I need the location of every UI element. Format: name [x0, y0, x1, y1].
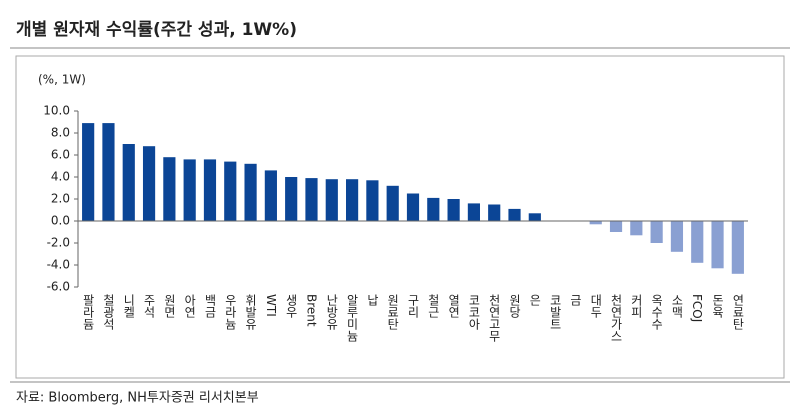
bar — [82, 123, 95, 221]
bar — [224, 161, 237, 221]
x-tick-label: 원면 — [162, 294, 176, 318]
x-tick-label: 원당 — [508, 294, 522, 318]
bar — [183, 159, 196, 221]
x-tick-label: 금 — [568, 294, 582, 306]
y-tick-label: -2.0 — [47, 236, 70, 250]
x-tick-label: FCOJ — [690, 294, 704, 322]
x-tick-label: 천연고무 — [487, 293, 501, 342]
x-tick-label: 백금 — [203, 294, 217, 318]
bar — [650, 221, 663, 243]
x-tick-label: 은 — [528, 294, 542, 306]
x-tick-label: Brent — [304, 294, 318, 327]
bar — [406, 193, 420, 221]
x-tick-label: 철광석 — [101, 294, 115, 330]
bar — [609, 221, 623, 232]
bar — [508, 208, 521, 221]
y-tick-label: -4.0 — [47, 258, 70, 272]
x-tick-label: 옥수수 — [650, 294, 664, 330]
x-tick-label: 돈육 — [711, 294, 725, 318]
x-tick-label: 연료탄 — [731, 294, 745, 330]
x-tick-label: 열연 — [447, 294, 461, 318]
y-tick-label: 4.0 — [51, 170, 70, 184]
unit-label: (%, 1W) — [38, 73, 86, 87]
bar — [264, 170, 277, 221]
chart-frame — [15, 55, 785, 379]
bar — [325, 179, 338, 221]
x-tick-label: 아연 — [183, 294, 197, 318]
bar — [447, 199, 460, 221]
y-tick-label: -6.0 — [47, 280, 70, 294]
bar — [386, 185, 399, 221]
bar — [142, 146, 156, 221]
x-tick-label: 구리 — [406, 294, 420, 318]
bar — [244, 163, 257, 221]
bar — [427, 197, 440, 221]
x-tick-label: 천연가스 — [609, 293, 623, 342]
x-tick-label: 커피 — [629, 294, 643, 318]
bar — [711, 221, 724, 269]
x-tick-label: 팔라듐 — [81, 294, 95, 330]
x-tick-label: 철근 — [426, 294, 440, 318]
x-tick-label: 휘발유 — [244, 294, 258, 330]
y-tick-label: 6.0 — [51, 148, 70, 162]
bar — [731, 221, 744, 274]
x-tick-label: 우라늄 — [223, 294, 237, 330]
bar — [366, 180, 379, 221]
x-tick-label: 대두 — [589, 294, 603, 318]
x-tick-label: 납 — [365, 294, 379, 306]
source: 자료: Bloomberg, NH투자증권 리서치본부 — [16, 391, 259, 406]
bar — [630, 221, 643, 236]
x-tick-label: 주석 — [142, 294, 156, 318]
chart-title: 개별 원자재 수익률(주간 성과, 1W%) — [16, 20, 297, 40]
bar — [122, 144, 135, 221]
y-tick-label: 0.0 — [51, 214, 70, 228]
bar — [670, 221, 684, 252]
x-tick-label: 코발트 — [548, 294, 562, 330]
x-tick-label: 원료탄 — [386, 294, 400, 330]
bar — [163, 157, 176, 221]
x-tick-label: 난방유 — [325, 294, 339, 330]
x-tick-label: 코코아 — [467, 294, 481, 330]
x-tick-label: 니켈 — [122, 294, 136, 318]
y-tick-label: 2.0 — [51, 192, 70, 206]
bar — [467, 203, 480, 221]
x-tick-label: WTI — [264, 294, 278, 317]
x-tick-label: 생우 — [284, 294, 298, 318]
bar — [488, 204, 501, 221]
bar — [305, 178, 318, 221]
bar — [589, 221, 602, 225]
x-tick-label: 알루미늄 — [345, 294, 359, 342]
bar — [285, 177, 298, 221]
x-tick-label: 소맥 — [670, 294, 684, 318]
bar — [528, 213, 541, 221]
bar — [691, 221, 704, 263]
y-tick-label: 10.0 — [43, 104, 70, 118]
bar — [203, 159, 217, 221]
bar — [102, 123, 115, 221]
y-tick-label: 8.0 — [51, 126, 70, 140]
bar — [346, 179, 359, 221]
